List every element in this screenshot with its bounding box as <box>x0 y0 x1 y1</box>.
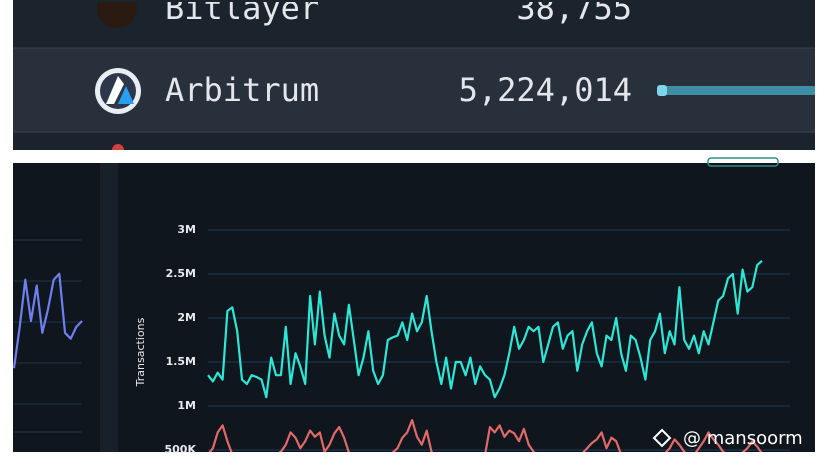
side-plot <box>13 272 83 369</box>
tab-outline <box>707 157 779 167</box>
token-list: Bitlayer 38,755 Arbitrum 5,224,014 <box>13 0 815 150</box>
y-tick-label: 3M <box>177 223 196 236</box>
bitlayer-icon <box>97 0 137 28</box>
row-name: Bitlayer <box>165 0 319 27</box>
line-series <box>207 259 763 399</box>
share-bar <box>660 86 815 95</box>
y-axis-label: Transactions <box>134 317 147 387</box>
next-icon <box>112 144 124 150</box>
arbitrum-icon-mark <box>118 86 134 104</box>
watermark-icon <box>652 428 672 448</box>
panel-gap <box>100 163 118 452</box>
watermark: @ mansoorm <box>652 428 803 449</box>
y-tick-label: 500K <box>165 443 197 456</box>
line-series <box>13 272 83 369</box>
arbitrum-icon-mark <box>106 76 124 104</box>
watermark-text: @ mansoorm <box>683 428 803 449</box>
y-tick-label: 2M <box>177 311 196 324</box>
y-tick-label: 2.5M <box>166 267 196 280</box>
y-tick-label: 1M <box>177 399 196 412</box>
chart-panel-bg <box>13 163 815 452</box>
line-series <box>208 419 763 452</box>
y-tick-label: 1.5M <box>166 355 196 368</box>
row-value: 38,755 <box>516 0 632 27</box>
row-value: 5,224,014 <box>459 71 632 109</box>
share-bar-cap <box>657 85 667 96</box>
row-name: Arbitrum <box>165 71 319 109</box>
main-plot <box>207 229 790 452</box>
